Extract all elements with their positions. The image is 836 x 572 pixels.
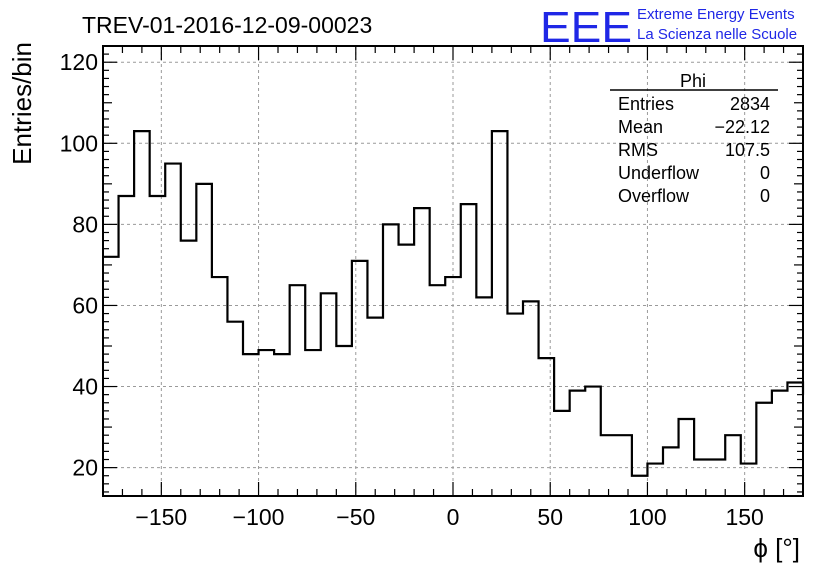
histogram-bin [445,277,461,496]
histogram-bin [725,435,741,496]
histogram-bin [772,391,788,496]
histogram-bin [103,257,119,496]
histogram-bin [367,318,383,496]
y-tick-label: 100 [60,130,98,156]
histogram-bin [243,354,259,496]
y-tick-label: 20 [72,455,98,481]
histogram-bin [647,464,663,496]
stats-label: Mean [618,117,663,137]
x-tick-label: −150 [135,504,187,530]
tick-labels-layer: −150 −100 −50 0 50 100 150 20 40 60 80 100 120 [60,49,764,530]
histogram-bin [507,314,523,496]
bars-layer [103,130,805,496]
histogram-bin [554,411,570,496]
grid-layer [103,46,803,496]
stats-value: −22.12 [714,117,770,137]
histogram-bin [756,403,772,496]
stats-label: RMS [618,140,658,160]
histogram-bin [461,204,477,496]
histogram-outline [103,130,805,477]
x-tick-label: 0 [447,504,460,530]
stats-box: Phi Entries 2834 Mean −22.12 RMS 107.5 Underfl… [610,71,778,206]
x-tick-label: 100 [628,504,666,530]
histogram-bin [150,196,166,496]
histogram-bin [787,382,803,496]
eee-logo-line1: Extreme Energy Events [637,6,795,23]
histogram-bin [523,301,539,496]
stats-value: 107.5 [725,140,770,160]
histogram-bin [336,346,352,496]
histogram-bin [181,241,197,496]
histogram-bin [383,224,399,496]
histogram-bin [539,358,555,496]
histogram-bin [585,387,601,496]
eee-logo-text: EEE [540,3,632,52]
histogram-bin [290,285,306,496]
y-tick-label: 40 [72,374,98,400]
y-tick-label: 60 [72,292,98,318]
histogram-bin [321,293,337,496]
histogram-bin [259,350,275,496]
histogram-bin [414,208,430,496]
histogram-bin [165,164,181,496]
histogram-bin [663,447,679,496]
histogram-bin [119,196,135,496]
y-axis-label: Entries/bin [7,42,37,165]
x-tick-label: 150 [725,504,763,530]
chart-title: TREV-01-2016-12-09-00023 [82,12,372,38]
histogram-bin [570,391,586,496]
stats-label: Underflow [618,163,700,183]
stats-title: Phi [680,71,706,91]
histogram-bin [679,419,695,496]
histogram-bin [492,131,508,496]
histogram-bin [694,460,710,496]
histogram-bin [430,285,446,496]
ticks-layer [102,45,804,496]
histogram-bin [274,354,290,496]
histogram-bin [632,476,648,496]
stats-value: 0 [760,163,770,183]
eee-logo: EEE Extreme Energy Events La Scienza nel… [540,3,797,52]
histogram-bin [134,131,150,496]
histogram-bin [601,435,617,496]
histogram-bin [710,460,726,496]
histogram-bin [212,277,228,496]
histogram-bin [305,350,321,496]
y-tick-label: 120 [60,49,98,75]
stats-label: Overflow [618,186,690,206]
y-tick-label: 80 [72,211,98,237]
histogram-bin [399,245,415,496]
histogram-bin [616,435,632,496]
x-tick-label: −100 [233,504,285,530]
histogram-bin [196,184,212,496]
x-tick-label: −50 [336,504,375,530]
stats-value: 0 [760,186,770,206]
histogram-bin [227,322,243,496]
x-axis-label: ϕ [°] [753,533,800,563]
eee-logo-line2: La Scienza nelle Scuole [637,26,797,43]
stats-value: 2834 [730,94,770,114]
histogram-bin [741,464,757,496]
x-tick-label: 50 [537,504,563,530]
histogram-bin [352,261,368,496]
histogram-bin [476,297,492,496]
stats-label: Entries [618,94,674,114]
stats-rows: Entries 2834 Mean −22.12 RMS 107.5 Underflow 0 O… [618,94,770,206]
